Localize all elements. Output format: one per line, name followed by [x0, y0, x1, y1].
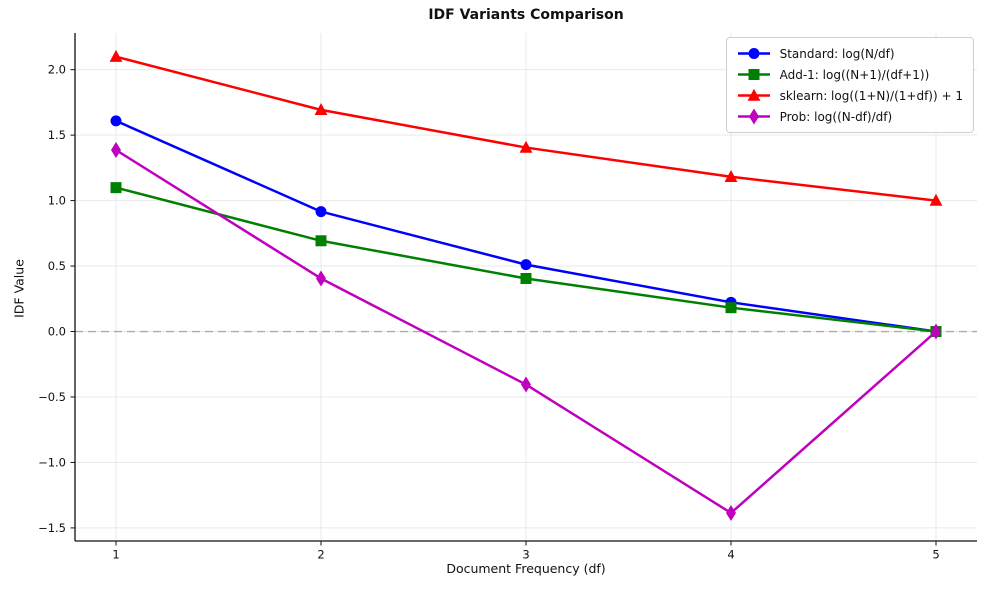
series-marker-triangle-up	[314, 103, 328, 116]
y-axis-label: IDF Value	[11, 259, 27, 318]
series-marker-diamond-thin	[726, 504, 736, 521]
legend-item: Add-1: log((N+1)/(df+1))	[736, 65, 963, 84]
series-marker-diamond-thin	[111, 142, 121, 159]
legend-swatch-diamond-thin	[737, 108, 770, 125]
series-marker-square	[315, 235, 327, 247]
y-tick-label: −1.5	[38, 521, 66, 535]
series-marker-triangle-up	[929, 193, 943, 206]
series-marker-triangle-up	[747, 88, 760, 101]
series-diamond-thin	[111, 142, 941, 521]
series-marker-circle	[110, 115, 122, 127]
legend-swatch-square	[737, 69, 770, 80]
legend-label: Prob: log((N-df)/df)	[779, 109, 893, 124]
legend: Standard: log(N/df) Add-1: log((N+1)/(df+…	[725, 37, 974, 133]
y-tick-label: 2.0	[48, 63, 66, 77]
series-marker-square	[725, 302, 737, 314]
y-tick-label: 1.0	[48, 194, 66, 208]
series-marker-triangle-up	[724, 169, 738, 182]
legend-swatch-circle	[737, 48, 770, 59]
series-marker-circle	[520, 259, 532, 271]
y-tick-label: 0.5	[48, 259, 66, 273]
legend-label: Standard: log(N/df)	[779, 46, 895, 61]
chart-title: IDF Variants Comparison	[428, 7, 624, 23]
x-tick-label: 5	[932, 548, 939, 562]
x-tick-label: 1	[112, 548, 119, 562]
series-marker-square	[110, 182, 122, 194]
x-axis-label: Document Frequency (df)	[446, 561, 606, 576]
legend-label: sklearn: log((1+N)/(1+df)) + 1	[779, 88, 963, 103]
series-marker-circle	[748, 48, 760, 59]
series-marker-circle	[315, 206, 327, 218]
x-tick-label: 4	[727, 548, 734, 562]
series-marker-diamond-thin	[931, 323, 941, 340]
series-marker-diamond-thin	[316, 270, 326, 287]
x-tick-label: 3	[522, 548, 529, 562]
series-marker-square	[748, 69, 760, 80]
y-tick-label: −1.0	[38, 455, 66, 469]
series-marker-diamond-thin	[521, 376, 531, 393]
series-marker-triangle-up	[109, 49, 123, 62]
legend-item: sklearn: log((1+N)/(1+df)) + 1	[736, 86, 963, 105]
legend-swatch-triangle-up	[737, 88, 770, 101]
y-tick-label: 1.5	[48, 128, 66, 142]
y-tick-label: −0.5	[38, 390, 66, 404]
legend-item: Prob: log((N-df)/df)	[736, 107, 963, 126]
series-marker-triangle-up	[519, 140, 533, 153]
series-triangle-up	[109, 49, 943, 206]
legend-item: Standard: log(N/df)	[736, 44, 963, 63]
x-tick-label: 2	[317, 548, 324, 562]
legend-label: Add-1: log((N+1)/(df+1))	[779, 67, 930, 82]
y-tick-label: 0.0	[48, 325, 66, 339]
series-marker-square	[520, 272, 532, 284]
series-marker-diamond-thin	[748, 108, 759, 125]
